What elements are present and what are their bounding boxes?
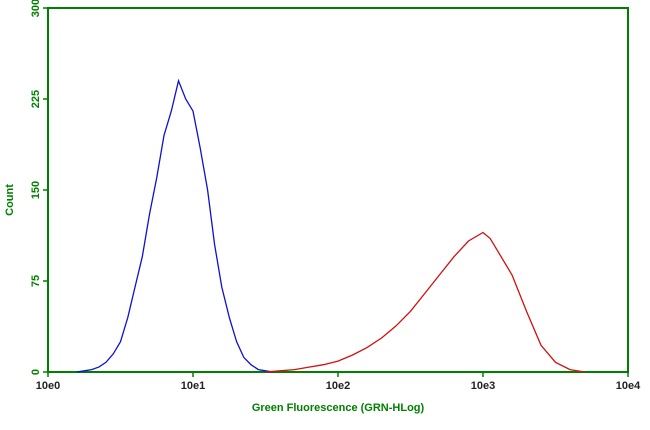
x-tick-label: 10e0 bbox=[36, 380, 60, 392]
y-tick-label: 75 bbox=[30, 275, 42, 287]
x-tick-label: 10e1 bbox=[181, 380, 205, 392]
y-tick-label: 150 bbox=[30, 181, 42, 199]
y-tick-label: 225 bbox=[30, 90, 42, 108]
histogram-line bbox=[76, 78, 273, 373]
x-tick-label: 10e4 bbox=[616, 380, 641, 392]
histogram-line bbox=[265, 231, 585, 373]
plot-frame bbox=[47, 7, 629, 373]
x-tick-label: 10e3 bbox=[471, 380, 495, 392]
y-tick-label: 0 bbox=[30, 369, 42, 375]
x-axis-label: Green Fluorescence (GRN-HLog) bbox=[252, 402, 425, 414]
y-axis-label: Count bbox=[4, 184, 16, 216]
y-tick-label: 300 bbox=[30, 0, 42, 17]
x-tick-label: 10e2 bbox=[326, 380, 350, 392]
